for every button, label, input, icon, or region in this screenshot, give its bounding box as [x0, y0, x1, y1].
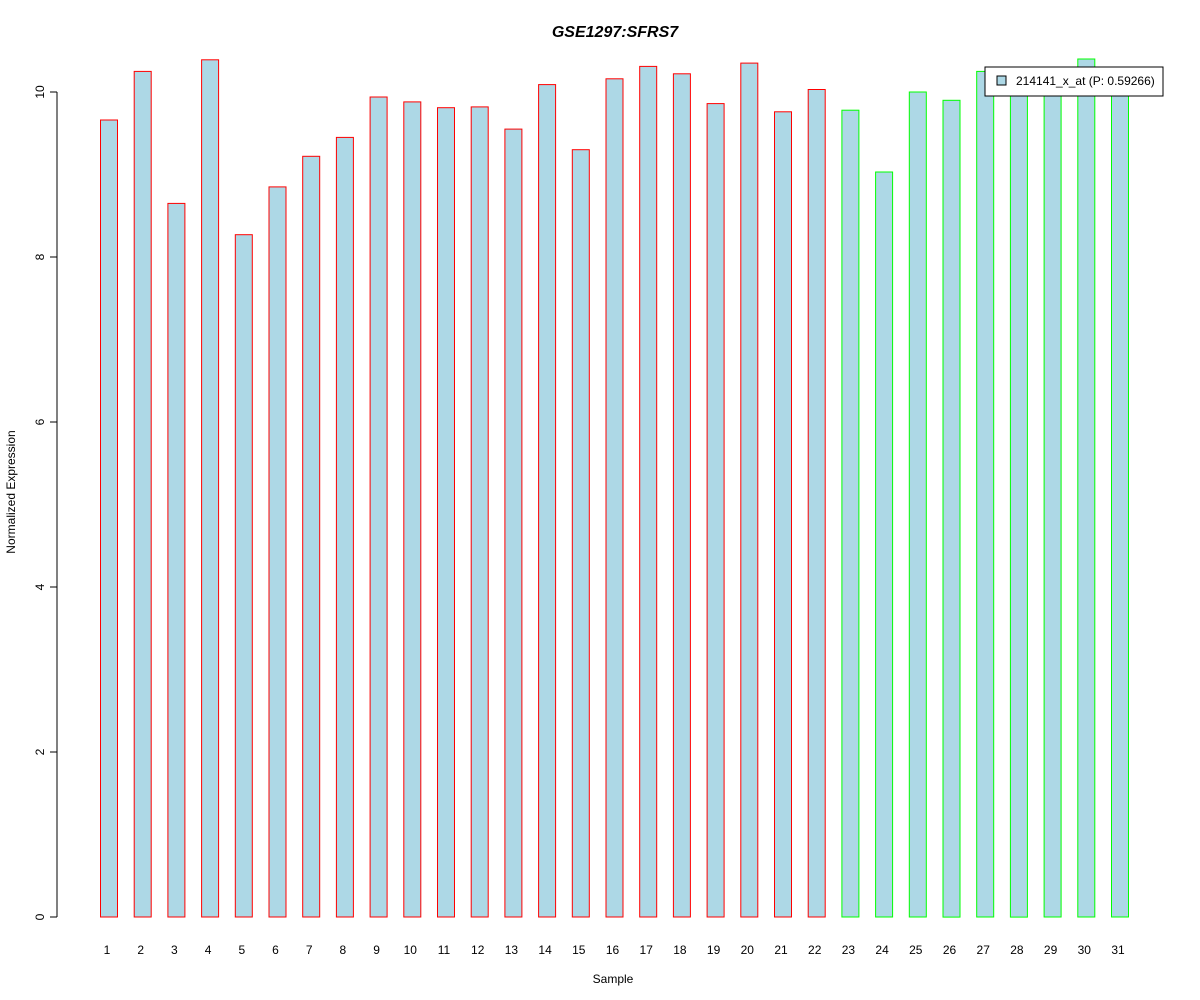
bar-sample-29: [1043, 75, 1062, 918]
y-tick-label: 2: [33, 748, 47, 755]
bar-sample-8: [335, 136, 354, 918]
bar-sample-27: [976, 70, 995, 918]
bar-sample-17: [639, 65, 658, 918]
legend-box: [984, 66, 1164, 97]
x-tick-label: 21: [774, 943, 788, 957]
x-tick-label: 6: [272, 943, 279, 957]
bar-sample-30: [1077, 58, 1096, 918]
x-tick-label: 10: [404, 943, 418, 957]
x-tick-label: 15: [572, 943, 586, 957]
bar-sample-13: [504, 128, 523, 918]
x-tick-label: 4: [205, 943, 212, 957]
x-tick-label: 7: [306, 943, 313, 957]
bar-sample-20: [740, 62, 759, 918]
bar-sample-26: [942, 99, 961, 918]
x-tick-label: 9: [373, 943, 380, 957]
x-tick-label: 3: [171, 943, 178, 957]
bar-sample-10: [403, 101, 422, 918]
x-tick-label: 5: [238, 943, 245, 957]
bar-sample-5: [234, 234, 253, 918]
x-tick-label: 8: [340, 943, 347, 957]
x-tick-label: 30: [1078, 943, 1092, 957]
y-tick-label: 6: [33, 418, 47, 425]
x-tick-label: 22: [808, 943, 822, 957]
legend-entry-label: 214141_x_at (P: 0.59266): [1016, 74, 1155, 88]
bar-sample-2: [133, 70, 152, 918]
y-tick-label: 8: [33, 253, 47, 260]
bar-sample-9: [369, 96, 388, 918]
bar-sample-11: [437, 107, 455, 918]
x-tick-label: 23: [842, 943, 856, 957]
bar-sample-14: [538, 84, 557, 918]
x-tick-label: 28: [1010, 943, 1024, 957]
bar-sample-1: [100, 119, 118, 918]
x-tick-label: 14: [538, 943, 552, 957]
bar-sample-19: [706, 103, 725, 918]
x-tick-label: 26: [943, 943, 957, 957]
bar-sample-24: [875, 171, 894, 918]
legend: 214141_x_at (P: 0.59266): [984, 66, 1164, 97]
bar-sample-23: [841, 109, 860, 918]
bar-sample-12: [470, 106, 489, 918]
y-tick-label: 0: [33, 913, 47, 920]
y-tick-label: 10: [33, 85, 47, 99]
x-tick-label: 12: [471, 943, 485, 957]
y-axis-label: Normalized Expression: [4, 430, 18, 553]
chart-title: GSE1297:SFRS7: [552, 24, 679, 41]
x-tick-label: 16: [606, 943, 620, 957]
x-tick-label: 2: [137, 943, 144, 957]
x-tick-label: 13: [505, 943, 519, 957]
x-tick-label: 29: [1044, 943, 1058, 957]
y-tick-label: 4: [33, 583, 47, 590]
x-tick-label: 17: [640, 943, 654, 957]
bar-sample-16: [605, 78, 624, 918]
bar-sample-15: [571, 149, 590, 918]
x-tick-label: 27: [977, 943, 991, 957]
bar-sample-25: [908, 91, 927, 918]
bar-sample-3: [167, 202, 186, 918]
bar-sample-7: [302, 155, 321, 918]
bar-sample-4: [201, 59, 220, 918]
x-tick-label: 31: [1111, 943, 1125, 957]
x-tick-label: 24: [875, 943, 889, 957]
y-axis: 0 2 4 6 8 10: [33, 85, 58, 920]
x-tick-label: 1: [104, 943, 111, 957]
x-tick-label: 11: [438, 943, 451, 957]
bar-sample-21: [774, 111, 792, 918]
bar-sample-22: [807, 89, 826, 918]
x-tick-label: 25: [909, 943, 923, 957]
x-axis-label: Sample: [593, 972, 634, 986]
bar-sample-6: [268, 186, 287, 918]
x-tick-labels: 1 2 3 4 5 6 7 8 9 10 11 12 13 14 15 16 17 18 19 20 21 22 23 24 2…: [104, 943, 1125, 957]
bar-sample-28: [1009, 83, 1028, 918]
bar-sample-31: [1111, 87, 1129, 918]
bars: [100, 58, 1129, 918]
bar-sample-18: [672, 73, 691, 918]
x-tick-label: 20: [741, 943, 755, 957]
x-tick-label: 19: [707, 943, 721, 957]
legend-swatch: [996, 75, 1007, 86]
x-tick-label: 18: [673, 943, 687, 957]
